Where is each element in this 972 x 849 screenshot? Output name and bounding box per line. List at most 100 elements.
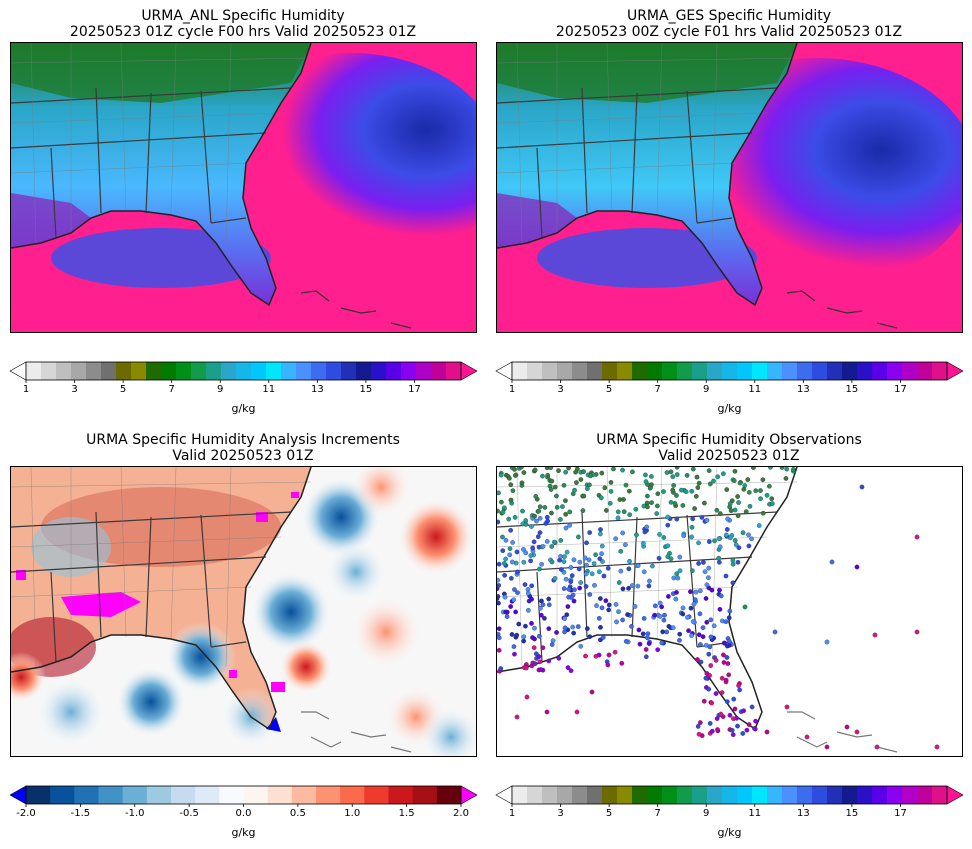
observation-point — [581, 469, 586, 474]
colorbar-tick-label: 11 — [748, 808, 762, 819]
observation-point — [563, 498, 568, 504]
observation-point — [499, 499, 504, 505]
observation-point — [520, 508, 525, 514]
observation-point — [744, 727, 750, 733]
observation-point — [668, 500, 674, 505]
observation-point — [523, 550, 529, 556]
observation-point — [508, 482, 514, 487]
observation-point — [558, 567, 564, 572]
observation-point — [562, 554, 567, 559]
observation-point — [704, 619, 710, 625]
observation-point — [656, 555, 662, 561]
colorbar-unit-label: g/kg — [717, 402, 742, 415]
observation-point — [661, 535, 667, 540]
colorbar-tick-label: 15 — [845, 808, 859, 819]
colorbar-tick-label: 15 — [845, 384, 859, 395]
observation-point — [546, 602, 552, 608]
panel-urma-ges: URMA_GES Specific Humidity 20250523 00Z … — [486, 0, 972, 424]
observation-point — [571, 630, 576, 636]
observation-point — [742, 604, 748, 610]
observation-point — [554, 630, 559, 635]
observation-point — [647, 578, 652, 584]
observation-point — [606, 607, 612, 613]
observation-point — [521, 638, 527, 644]
observation-point — [659, 640, 665, 646]
observation-point — [729, 498, 735, 504]
observation-point — [598, 596, 603, 601]
observation-point — [677, 631, 683, 637]
observation-point — [642, 529, 648, 535]
observation-point — [623, 639, 629, 644]
observation-point — [735, 723, 740, 729]
observation-point — [583, 571, 589, 577]
observation-point — [629, 583, 635, 588]
observation-point — [700, 625, 706, 630]
observation-point — [587, 592, 593, 597]
observation-point — [563, 469, 569, 475]
panel-urma-anl: URMA_ANL Specific Humidity 20250523 01Z … — [0, 0, 486, 424]
observation-point — [549, 510, 554, 516]
observation-point — [824, 744, 830, 750]
observation-point — [608, 480, 614, 485]
observation-point — [674, 467, 680, 470]
observation-point — [538, 605, 543, 611]
observation-point — [732, 468, 738, 474]
observation-point — [497, 561, 502, 567]
observation-point — [544, 514, 550, 520]
panel-observations: URMA Specific Humidity Observations Vali… — [486, 424, 972, 849]
observation-point — [688, 605, 694, 611]
colorbar-tick-label: -2.0 — [16, 808, 36, 819]
map-observations — [496, 466, 963, 757]
observation-point — [540, 645, 546, 651]
observation-point — [571, 598, 577, 604]
observation-point — [521, 634, 527, 640]
observation-point — [570, 624, 576, 630]
observation-point — [537, 659, 543, 665]
observation-point — [578, 643, 584, 649]
observation-point — [615, 515, 621, 521]
observation-point — [623, 542, 628, 548]
observation-point — [671, 575, 677, 581]
observation-point — [567, 522, 573, 528]
observation-point — [719, 690, 725, 695]
observation-point — [714, 507, 720, 513]
observation-point — [701, 698, 707, 704]
observation-point — [534, 518, 539, 524]
observation-point — [598, 624, 603, 630]
observation-point — [548, 487, 554, 492]
observation-point — [542, 505, 548, 510]
observation-point — [537, 504, 543, 510]
observation-point — [844, 724, 850, 730]
observation-point — [680, 605, 686, 611]
colorbar-tick-label: 1 — [508, 808, 516, 819]
observation-point — [509, 632, 515, 637]
observation-point — [711, 623, 717, 629]
observation-point — [718, 711, 724, 717]
observation-point — [620, 586, 626, 592]
observation-point — [696, 540, 701, 546]
panel-title-line1: URMA Specific Humidity Analysis Incremen… — [86, 432, 400, 448]
observation-point — [525, 590, 531, 596]
observation-point — [512, 467, 517, 472]
observation-point — [627, 512, 633, 518]
observation-point — [498, 472, 504, 478]
observation-point — [746, 722, 752, 727]
observation-point — [514, 632, 520, 638]
observation-point — [741, 708, 746, 714]
observation-point — [751, 467, 756, 470]
observation-point — [671, 483, 677, 488]
colorbar-increments: -2.0 -1.5 -1.0 -0.5 0.0 0.5 1.0 1.5 2.0 g/kg — [9, 785, 478, 846]
observation-point — [549, 559, 555, 565]
observation-point — [725, 516, 731, 522]
observation-point — [681, 533, 687, 539]
observation-point — [717, 587, 722, 593]
observation-point — [549, 642, 555, 647]
observation-point — [563, 576, 569, 582]
observation-point — [641, 616, 647, 621]
observation-point — [504, 609, 510, 615]
observation-point — [723, 619, 729, 625]
observation-point — [700, 634, 706, 640]
observation-point — [716, 555, 722, 561]
observation-point — [617, 497, 623, 502]
observation-point — [709, 587, 715, 593]
